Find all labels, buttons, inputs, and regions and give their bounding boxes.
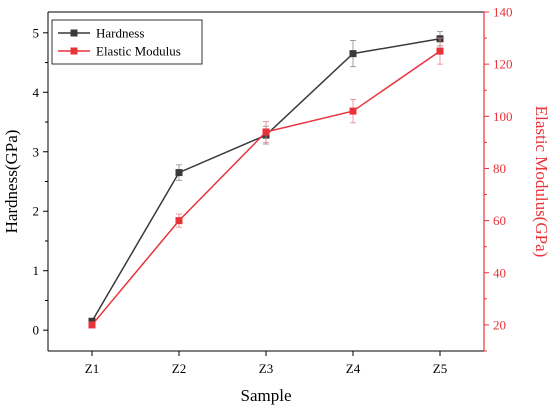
x-axis: Z1 Z2 Z3 Z4 Z5: [85, 351, 447, 376]
left-tick-label: 5: [33, 25, 40, 40]
x-tick-label: Z1: [85, 361, 99, 376]
x-tick-label: Z4: [346, 361, 361, 376]
series-line: [91, 50, 441, 326]
legend-box: [51, 19, 203, 65]
left-tick-label: 0: [33, 323, 40, 338]
right-tick-label: 140: [493, 5, 513, 20]
left-tick-label: 4: [33, 85, 40, 100]
series-layer: [88, 31, 444, 329]
right-axis: 20 40 60 80 100 120 140: [484, 5, 513, 352]
data-point: [349, 50, 357, 58]
right-tick-label: 120: [493, 57, 513, 72]
right-tick-label: 100: [493, 109, 513, 124]
data-point: [349, 107, 357, 115]
data-point: [436, 47, 444, 55]
x-tick-label: Z2: [172, 361, 186, 376]
left-axis: 0 1 2 3 4 5: [33, 25, 48, 338]
data-point: [88, 317, 96, 325]
series-line: [91, 38, 441, 322]
x-tick-label: Z3: [259, 361, 273, 376]
legend-label-elastic-modulus: Elastic Modulus: [96, 44, 181, 59]
x-axis-title: Sample: [241, 386, 292, 405]
left-axis-title: Hardness(GPa): [2, 130, 21, 234]
legend-marker-hardness: [70, 29, 78, 37]
legend-marker-elastic-modulus: [70, 47, 78, 55]
right-tick-label: 60: [493, 213, 506, 228]
data-point: [175, 169, 183, 177]
legend: Hardness Elastic Modulus: [51, 19, 203, 65]
data-point: [262, 128, 270, 136]
right-tick-label: 40: [493, 265, 506, 280]
x-tick-label: Z5: [433, 361, 447, 376]
left-tick-label: 3: [33, 144, 40, 159]
data-point: [88, 321, 96, 329]
right-tick-label: 80: [493, 161, 506, 176]
right-tick-label: 20: [493, 317, 506, 332]
series-elastic-modulus: [88, 37, 444, 329]
legend-label-hardness: Hardness: [96, 26, 144, 41]
series-hardness: [88, 31, 444, 325]
left-tick-label: 2: [33, 204, 40, 219]
right-axis-title: Elastic Modulus(GPa): [532, 106, 550, 258]
left-tick-label: 1: [33, 263, 40, 278]
data-point: [175, 217, 183, 225]
